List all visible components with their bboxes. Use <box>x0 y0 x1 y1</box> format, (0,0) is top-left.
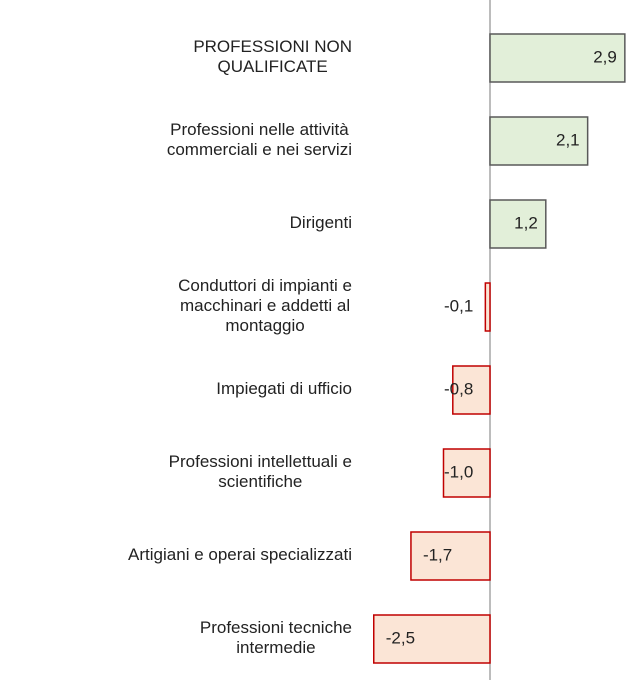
bar <box>489 116 589 166</box>
value-label: -2,5 <box>386 628 415 647</box>
category-line: Artigiani e operai specializzati <box>128 545 352 564</box>
category-line: Dirigenti <box>290 213 352 232</box>
category-line: macchinari e addetti al <box>180 296 350 315</box>
category-label: Professioni nelle attività commerciali e … <box>167 120 352 159</box>
category-label: Conduttori di impianti e macchinari e add… <box>178 276 352 335</box>
category-line: Professioni tecniche <box>200 618 352 637</box>
category-line: Conduttori di impianti e <box>178 276 352 295</box>
bar <box>442 448 491 498</box>
category-line: commerciali e nei servizi <box>167 140 352 159</box>
category-line: scientifiche <box>218 472 302 491</box>
category-line: QUALIFICATE <box>218 57 328 76</box>
value-label: 1,2 <box>514 213 538 232</box>
category-label: Professioni intellettuali e scientifiche <box>169 452 352 491</box>
category-label: Artigiani e operai specializzati <box>128 545 352 564</box>
category-label: PROFESSIONI NON QUALIFICATE <box>193 37 352 76</box>
category-line: Professioni intellettuali e <box>169 452 352 471</box>
category-line: Impiegati di ufficio <box>216 379 352 398</box>
bar <box>489 33 626 83</box>
bar <box>489 199 547 249</box>
bar <box>410 531 491 581</box>
value-label: 2,9 <box>593 47 617 66</box>
category-line: intermedie <box>236 638 315 657</box>
bar <box>484 282 491 332</box>
category-label: Impiegati di ufficio <box>216 379 352 398</box>
value-label: -1,7 <box>423 545 452 564</box>
value-label: -1,0 <box>444 462 473 481</box>
category-line: PROFESSIONI NON <box>193 37 352 56</box>
category-label: Dirigenti <box>290 213 352 232</box>
value-label: 2,1 <box>556 130 580 149</box>
value-label: -0,1 <box>444 296 473 315</box>
bar <box>373 614 491 664</box>
category-label: Professioni tecniche intermedie <box>200 618 352 657</box>
bar <box>452 365 491 415</box>
value-label: -0,8 <box>444 379 473 398</box>
category-line: Professioni nelle attività <box>170 120 349 139</box>
category-line: montaggio <box>225 316 304 335</box>
